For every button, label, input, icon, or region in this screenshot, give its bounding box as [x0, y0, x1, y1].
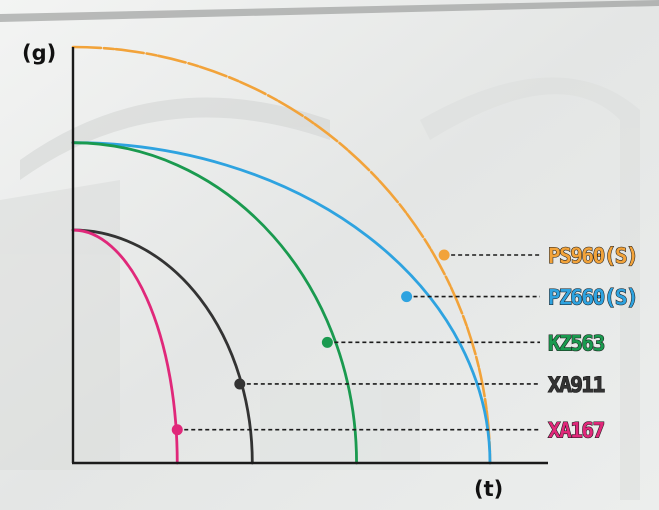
curve-kz563	[71, 141, 358, 465]
marker-ps960-s	[438, 249, 450, 261]
x-axis-label: (t)	[474, 477, 503, 501]
curve-label-kz563: KZ563	[548, 331, 605, 355]
axes-layer: (g) (t)	[22, 41, 548, 501]
marker-kz563	[321, 336, 333, 348]
y-axis-label: (g)	[22, 41, 56, 65]
curve-labels-layer: PS960(S) PZ660(S) KZ563 XA911 XA167	[547, 243, 639, 443]
curve-label-xa911: XA911	[548, 373, 605, 397]
curve-label-ps960-s: PS960(S)	[548, 244, 637, 268]
curve-xa167	[71, 228, 179, 465]
curve-pz660-s	[71, 141, 492, 465]
curve-label-pz660-s: PZ660(S)	[548, 286, 637, 310]
curves-layer	[71, 45, 492, 465]
curve-label-xa167: XA167	[548, 419, 605, 443]
marker-xa167	[171, 424, 183, 436]
curve-xa911	[71, 228, 254, 465]
curve-ps960-s	[71, 45, 492, 465]
markers-layer	[171, 249, 450, 436]
marker-xa911	[234, 378, 246, 390]
marker-pz660-s	[401, 291, 413, 303]
leader-lines-layer	[177, 254, 540, 431]
